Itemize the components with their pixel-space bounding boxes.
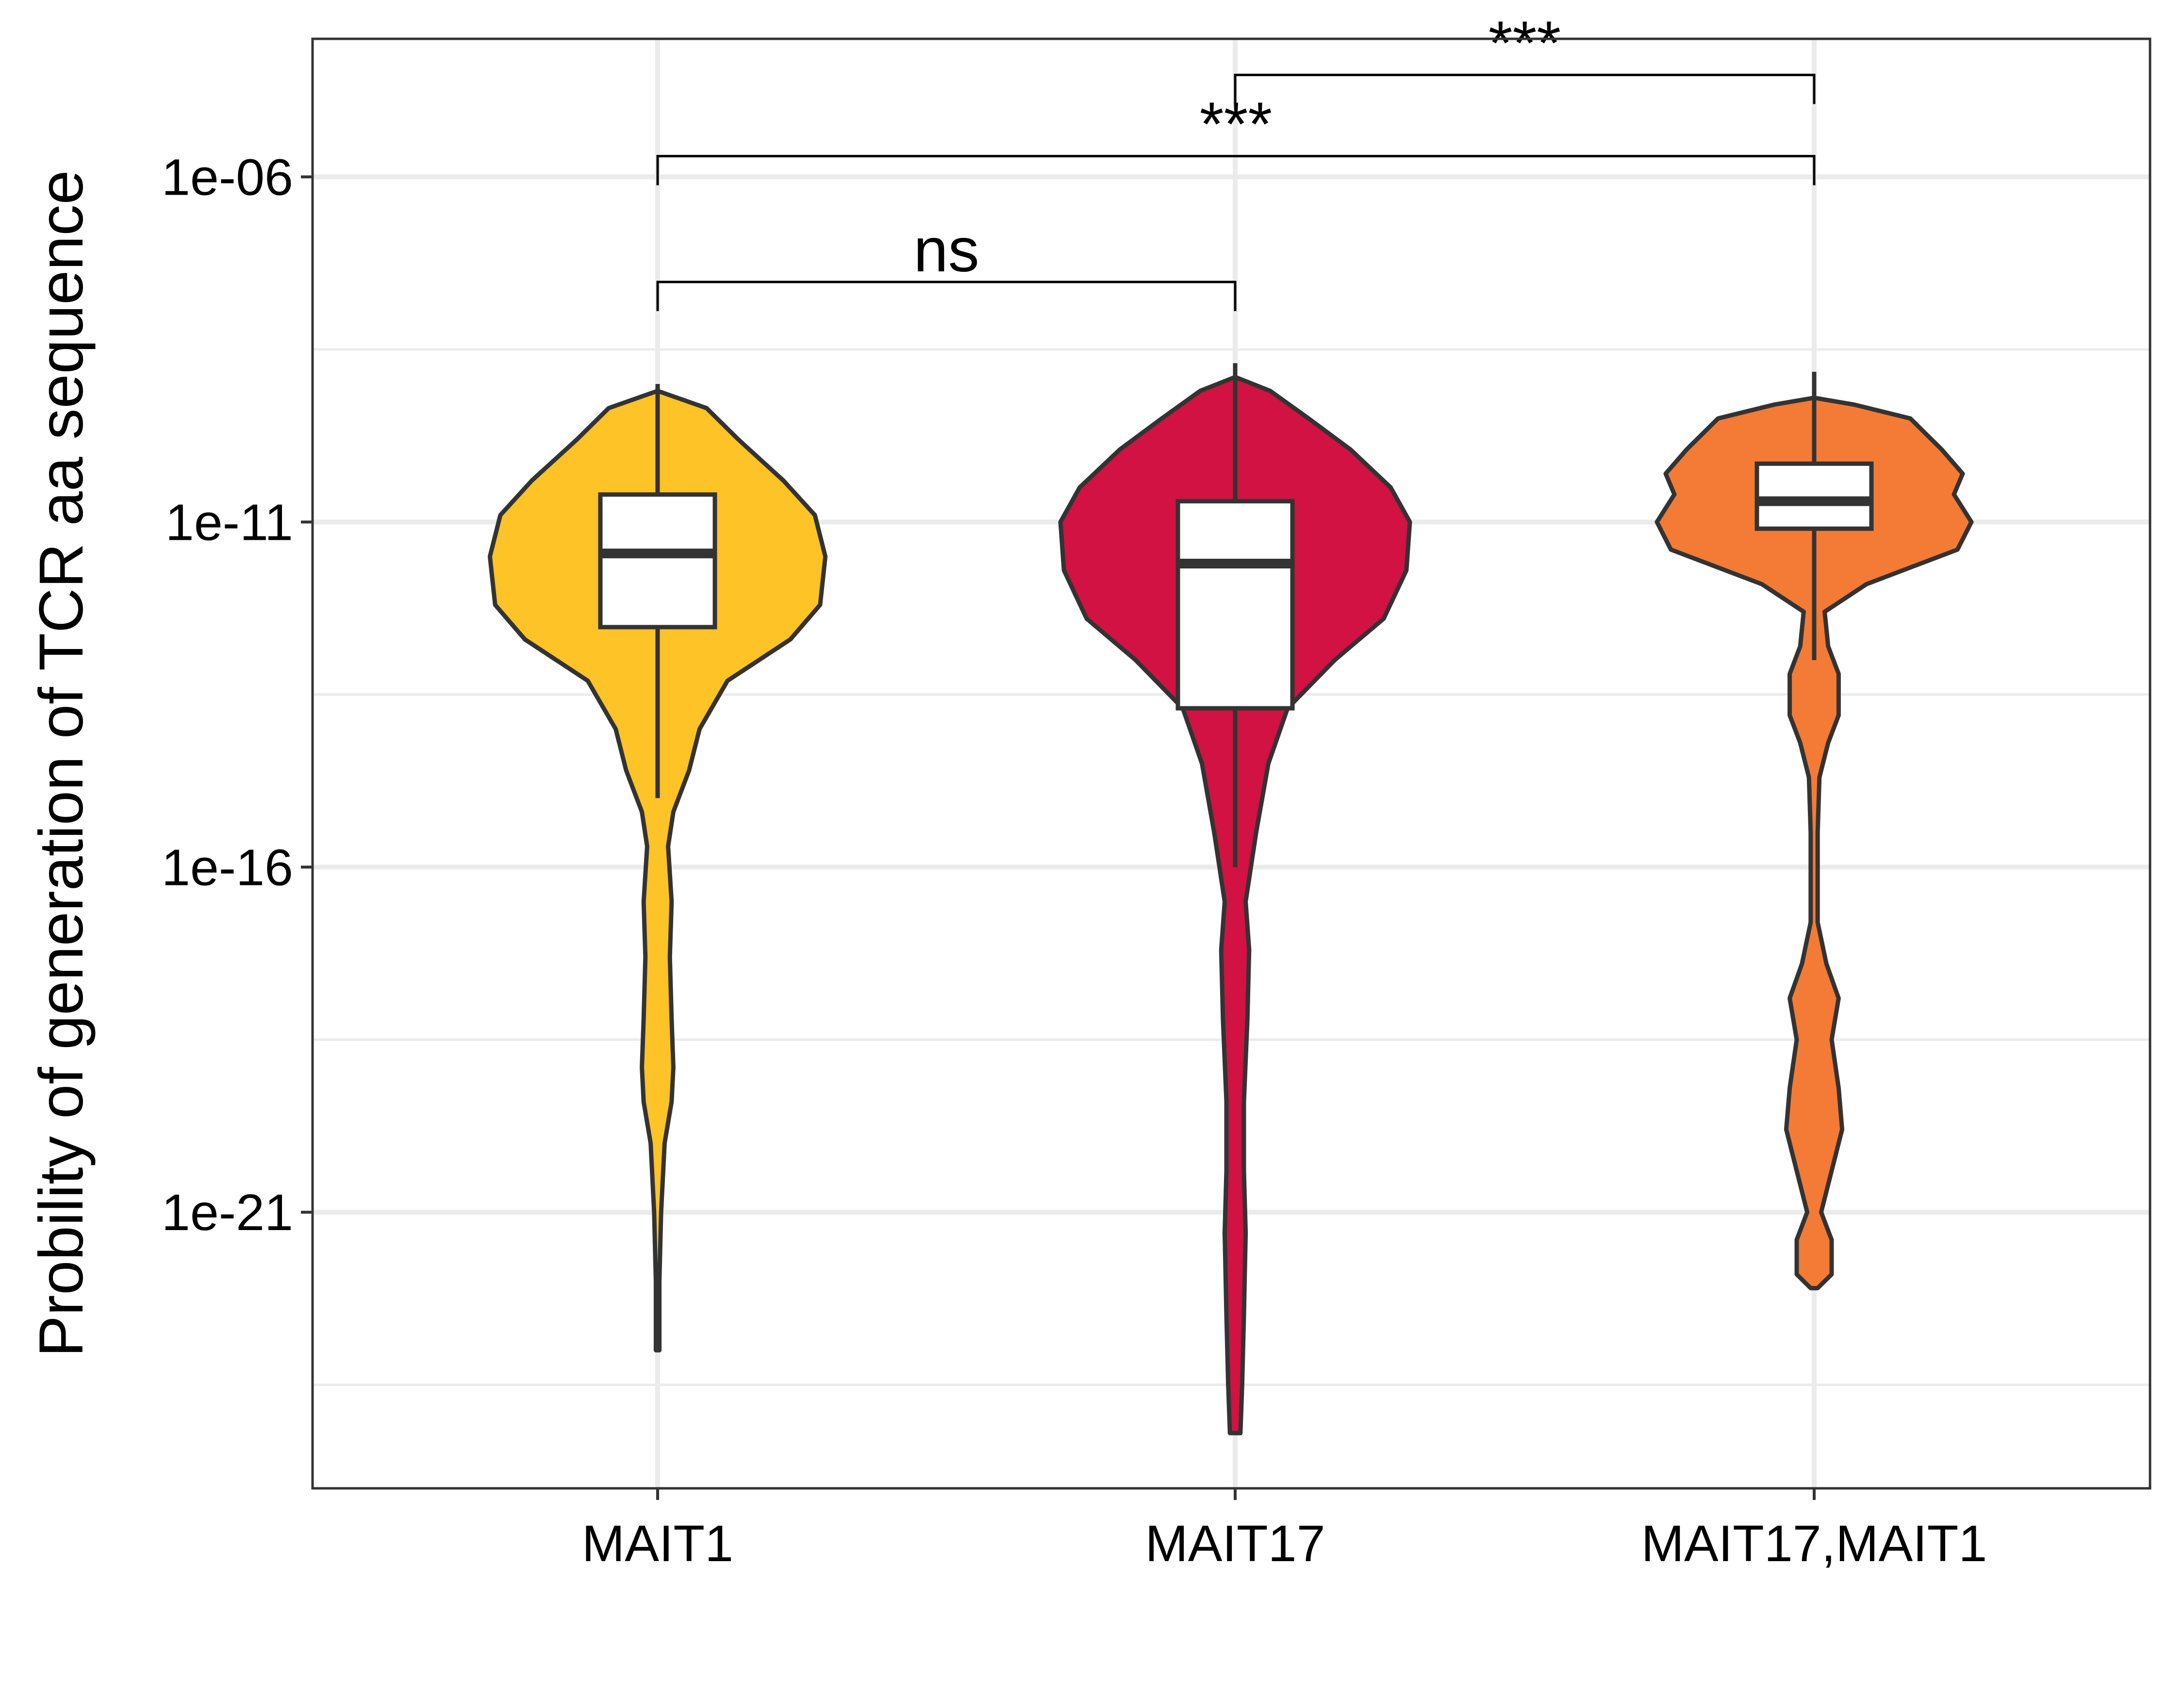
significance-bracket <box>656 155 1816 185</box>
violin-mait17-mait1 <box>1655 395 1974 1291</box>
significance-annotations: ns****** <box>656 8 1816 311</box>
plot-panel-border <box>311 37 2151 1490</box>
y-axis-title: Probility of generation of TCR aa sequen… <box>27 170 96 1357</box>
x-tick-label: MAIT1 <box>582 1515 733 1572</box>
axes: 1e-06 1e-11 1e-16 1e-21 MAIT1 MAIT17 MAIT17,MA… <box>162 149 1987 1572</box>
y-tick-label: 1e-11 <box>165 494 293 551</box>
significance-bracket <box>656 281 1237 311</box>
violins <box>487 363 1974 1435</box>
violin-mait17 <box>1058 375 1412 1435</box>
box <box>598 492 717 630</box>
box <box>1754 461 1874 531</box>
y-tick-label: 1e-16 <box>162 839 293 896</box>
y-tick-label: 1e-21 <box>162 1184 293 1241</box>
x-tick-label: MAIT17 <box>1145 1515 1325 1572</box>
y-tick-label: 1e-06 <box>162 149 293 206</box>
box <box>1175 499 1295 711</box>
violin-mait1 <box>487 388 828 1353</box>
significance-label: ns <box>913 216 979 285</box>
significance-label: *** <box>1489 8 1561 78</box>
x-tick-label: MAIT17,MAIT1 <box>1641 1515 1987 1572</box>
significance-bracket <box>1234 73 1816 104</box>
